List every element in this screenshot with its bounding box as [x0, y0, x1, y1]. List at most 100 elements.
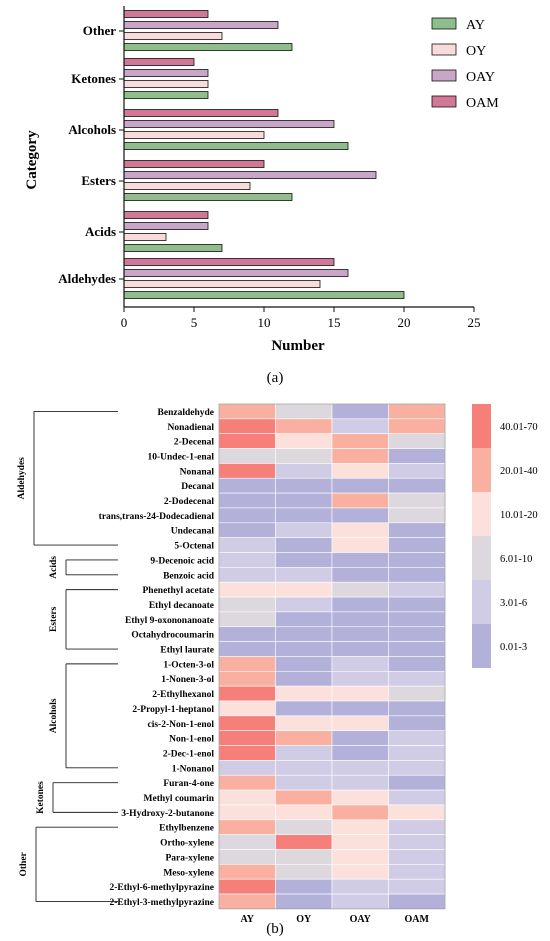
heat-cell-2-propyl-1-heptanol-ay	[218, 700, 276, 717]
heat-cell-nonanal-oy	[275, 463, 333, 479]
heat-cell-nonadienal-oy	[275, 418, 333, 435]
heat-cell-2-ethyl-3-methylpyrazine-ay	[218, 893, 276, 910]
heat-cell-octahydrocoumarin-oay	[331, 626, 389, 642]
group-bracket-esters: Esters	[49, 589, 118, 650]
row-label-3-hydroxy-2-butanone: 3-Hydroxy-2-butanone	[121, 809, 214, 819]
panel-b-label: (b)	[266, 921, 284, 937]
y-axis-title: Category	[24, 130, 40, 190]
heat-cell-5-octenal-ay	[218, 537, 276, 553]
heat-cell-non-1-enol-oay	[331, 730, 389, 746]
bar-oy-esters	[123, 182, 251, 190]
heat-cell-decanal-oam	[388, 477, 446, 494]
heat-cell-ortho-xylene-oy	[275, 834, 333, 850]
heat-cell-cis-2-non-1-enol-oam	[388, 715, 446, 731]
heat-cell-undecanal-ay	[218, 522, 276, 538]
heat-cell-10-undec-1-enal-oam	[388, 448, 446, 464]
heat-cell-2-ethyl-6-methylpyrazine-ay	[218, 878, 276, 895]
heat-cell-ethyl-laurate-oam	[388, 641, 446, 657]
heat-cell-undecanal-oy	[275, 522, 333, 538]
group-label-ketones: Ketones	[36, 781, 46, 814]
legend-bin-label-6-01-10: 6.01-10	[500, 554, 532, 565]
heat-cell-1-octen-3-ol-oay	[331, 656, 389, 672]
column-label-oy: OY	[296, 914, 312, 925]
row-label-ortho-xylene: Ortho-xylene	[160, 839, 214, 849]
heat-cell-2-ethylhexanol-ay	[218, 685, 276, 702]
heat-cell-2-decenal-ay	[218, 433, 276, 449]
heat-cell-nonadienal-oam	[388, 418, 446, 435]
heat-cell-nonanal-oam	[388, 463, 446, 479]
heat-cell-phenethyl-acetate-oay	[331, 581, 389, 598]
heat-cell-2-dec-1-enol-ay	[218, 745, 276, 761]
heat-cell-octahydrocoumarin-oam	[388, 626, 446, 642]
x-tick-label: 10	[258, 315, 271, 330]
column-label-oam: OAM	[405, 914, 430, 925]
row-label-ethyl-decanoate: Ethyl decanoate	[149, 601, 214, 611]
heat-cell-benzoic-acid-ay	[218, 567, 276, 583]
heat-cell-meso-xylene-oam	[388, 864, 446, 880]
row-label-trans-trans-24-dodecadienal: trans,trans-24-Dodecadienal	[99, 512, 215, 522]
row-label-meso-xylene: Meso-xylene	[163, 868, 214, 878]
heat-cell-2-propyl-1-heptanol-oy	[275, 700, 333, 717]
heat-cell-2-dodecenal-oy	[275, 492, 333, 509]
bar-oam-acids	[123, 211, 209, 219]
heat-cell-undecanal-oay	[331, 522, 389, 538]
heat-cell-benzaldehyde-ay	[218, 403, 276, 420]
heat-cell-2-ethylhexanol-oy	[275, 685, 333, 702]
bar-oam-alcohols	[123, 109, 279, 117]
row-label-2-ethylhexanol: 2-Ethylhexanol	[152, 690, 214, 700]
heat-cell-ethyl-decanoate-oy	[275, 596, 333, 613]
heat-cell-ortho-xylene-ay	[218, 834, 276, 850]
x-tick-label: 20	[398, 315, 411, 330]
heat-cell-nonanal-ay	[218, 463, 276, 479]
x-tick-label: 0	[121, 315, 128, 330]
heat-cell-ethylbenzene-oam	[388, 819, 446, 835]
heat-cell-10-undec-1-enal-oy	[275, 448, 333, 464]
y-tick-label-esters: Esters	[81, 173, 116, 188]
x-tick-label: 25	[468, 315, 481, 330]
heat-cell-3-hydroxy-2-butanone-ay	[218, 804, 276, 821]
legend-bin-label-20-01-40: 20.01-40	[500, 466, 538, 477]
bar-oy-other	[123, 32, 223, 40]
legend-swatch-oy	[431, 43, 457, 56]
heat-cell-ethylbenzene-oy	[275, 819, 333, 835]
heat-cell-ethylbenzene-ay	[218, 819, 276, 835]
group-label-acids: Acids	[49, 556, 59, 579]
heat-cell-2-ethyl-6-methylpyrazine-oy	[275, 878, 333, 895]
row-label-2-dodecenal: 2-Dodecenal	[164, 497, 214, 507]
heat-cell-1-octen-3-ol-oam	[388, 656, 446, 672]
heat-cell-3-hydroxy-2-butanone-oay	[331, 804, 389, 821]
legend-bin-20-01-40	[472, 448, 491, 492]
row-label-9-decenoic-acid: 9-Decenoic acid	[150, 556, 214, 566]
heat-cell-nonadienal-ay	[218, 418, 276, 435]
heat-cell-para-xylene-oy	[275, 849, 333, 865]
heat-cell-1-octen-3-ol-oy	[275, 656, 333, 672]
heat-cell-non-1-enol-oam	[388, 730, 446, 746]
heat-cell-methyl-coumarin-oy	[275, 789, 333, 806]
row-label-phenethyl-acetate: Phenethyl acetate	[143, 586, 215, 596]
bar-ay-acids	[123, 244, 223, 252]
row-label-decanal: Decanal	[181, 482, 214, 492]
x-axis-title: Number	[271, 338, 325, 354]
heat-cell-2-ethyl-6-methylpyrazine-oam	[388, 878, 446, 895]
row-label-2-propyl-1-heptanol: 2-Propyl-1-heptanol	[132, 705, 214, 715]
heat-cell-2-dec-1-enol-oam	[388, 745, 446, 761]
row-label-2-ethyl-6-methylpyrazine: 2-Ethyl-6-methylpyrazine	[110, 883, 215, 893]
heat-cell-ethyl-decanoate-oam	[388, 596, 446, 613]
heat-cell-non-1-enol-oy	[275, 730, 333, 746]
heat-cell-2-decenal-oay	[331, 433, 389, 449]
heat-cell-decanal-oy	[275, 477, 333, 494]
legend-bin-label-40-01-70: 40.01-70	[500, 422, 538, 433]
group-label-other: Other	[19, 851, 29, 876]
y-tick-label-acids: Acids	[85, 224, 116, 239]
heat-cell-ethyl-9-oxononanoate-oam	[388, 611, 446, 628]
heat-cell-2-propyl-1-heptanol-oam	[388, 700, 446, 717]
heat-cell-ethyl-laurate-ay	[218, 641, 276, 657]
row-label-10-undec-1-enal: 10-Undec-1-enal	[148, 452, 215, 462]
panel-a-label: (a)	[267, 370, 284, 386]
column-label-ay: AY	[240, 914, 254, 925]
heat-cell-10-undec-1-enal-oay	[331, 448, 389, 464]
row-label-nonadienal: Nonadienal	[168, 423, 215, 433]
heat-cell-5-octenal-oam	[388, 537, 446, 553]
bar-oay-other	[123, 21, 279, 29]
bar-oay-esters	[123, 171, 377, 179]
